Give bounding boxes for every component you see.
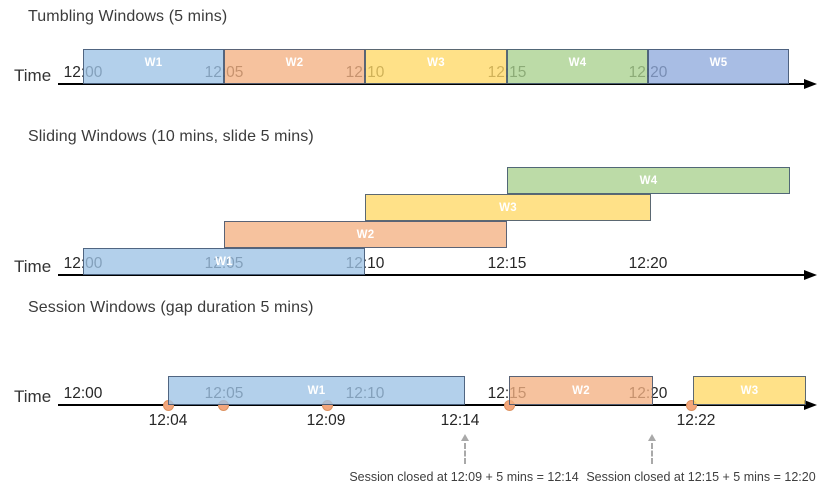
- window-label: W3: [740, 384, 759, 397]
- session-close-arrow-icon: [647, 434, 656, 441]
- window-label: W2: [572, 384, 590, 397]
- window-label: W3: [499, 201, 517, 214]
- window-bar-w2: W2: [509, 376, 653, 405]
- section-title: Sliding Windows (10 mins, slide 5 mins): [28, 128, 314, 145]
- window-label: W2: [356, 228, 375, 241]
- axis-time-word: Time: [14, 66, 52, 85]
- session-close-arrow-icon: [460, 434, 469, 441]
- time-axis-line: [58, 274, 806, 276]
- below-axis-label: 12:09: [306, 412, 346, 429]
- below-axis-label: 12:14: [440, 412, 480, 429]
- axis-time-word: Time: [14, 257, 52, 276]
- window-bar-w4: W4: [507, 49, 648, 84]
- window-bar-w5: W5: [648, 49, 789, 84]
- session-close-arrow-line: [464, 443, 466, 464]
- window-bar-w2: W2: [224, 49, 365, 84]
- axis-time-label: 12:15: [487, 255, 527, 272]
- section-title: Tumbling Windows (5 mins): [28, 8, 228, 25]
- window-bar-w1: W1: [168, 376, 465, 405]
- window-label: W1: [215, 255, 233, 268]
- axis-time-word: Time: [14, 387, 52, 406]
- session-close-annotation: Session closed at 12:09 + 5 mins = 12:14: [349, 470, 579, 484]
- window-label: W1: [144, 56, 163, 69]
- time-axis-arrowhead: [804, 399, 817, 410]
- window-bar-w3: W3: [365, 49, 507, 84]
- window-bar-w2: W2: [224, 221, 507, 248]
- window-label: W5: [709, 56, 728, 69]
- window-bar-w3: W3: [693, 376, 806, 405]
- axis-time-label: 12:00: [63, 385, 103, 402]
- window-bar-w4: W4: [507, 167, 790, 194]
- window-label: W1: [307, 384, 326, 397]
- window-label: W2: [285, 56, 304, 69]
- event-dot: [685, 399, 697, 411]
- window-bar-w1: W1: [83, 49, 224, 84]
- time-axis-arrowhead: [804, 78, 817, 89]
- below-axis-label: 12:22: [676, 412, 716, 429]
- window-bar-w1: W1: [83, 248, 365, 275]
- below-axis-label: 12:04: [148, 412, 188, 429]
- session-close-arrow-line: [651, 443, 653, 464]
- axis-time-label: 12:20: [628, 255, 668, 272]
- time-axis-line: [58, 404, 806, 406]
- time-axis-line: [58, 83, 806, 85]
- section-title: Session Windows (gap duration 5 mins): [28, 299, 314, 316]
- session-close-annotation: Session closed at 12:15 + 5 mins = 12:20: [586, 470, 816, 484]
- window-label: W4: [639, 174, 658, 187]
- window-bar-w3: W3: [365, 194, 651, 221]
- window-label: W4: [568, 56, 587, 69]
- time-axis-arrowhead: [804, 269, 817, 280]
- window-label: W3: [427, 56, 445, 69]
